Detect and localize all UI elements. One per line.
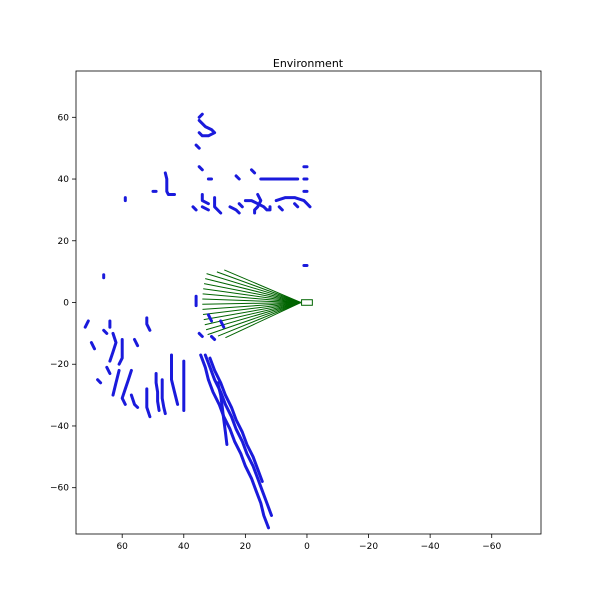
plot-frame (75, 70, 542, 535)
obstacle-cluster (145, 316, 152, 332)
x-tick-label: 20 (240, 542, 252, 552)
obstacle-cluster (89, 341, 96, 351)
obstacle-cluster (120, 368, 133, 406)
plot-data (83, 112, 313, 530)
obstacle-cluster (219, 319, 226, 329)
x-axis: 60 40 20 0 −20 −40 −60 (116, 534, 501, 552)
y-axis: 60 40 20 0 −20 −40 −60 (50, 113, 76, 494)
obstacle-cluster (160, 378, 167, 416)
sensor-ray (202, 302, 301, 305)
obstacle-cluster (163, 171, 176, 196)
obstacle-cluster (277, 205, 284, 212)
obstacle-cluster (145, 387, 152, 419)
obstacle-cluster (83, 319, 90, 329)
obstacle-cluster (203, 353, 273, 517)
obstacle-cluster (293, 202, 300, 209)
sensor-ray (216, 271, 301, 303)
sensor-ray (203, 288, 301, 303)
obstacle-cluster (133, 338, 140, 348)
obstacle-cluster (210, 335, 217, 341)
sensor-ray (202, 293, 301, 303)
obstacle-cluster (197, 165, 204, 172)
y-tick-label: 0 (63, 299, 69, 309)
sensor-ray (224, 269, 301, 303)
sensor-ray (202, 302, 301, 316)
x-tick-label: −40 (421, 542, 440, 552)
obstacle-cluster (200, 193, 210, 206)
sensor-ray (217, 302, 301, 337)
obstacle-cluster (170, 353, 180, 406)
sensor-ray (205, 278, 301, 303)
chart-title: Environment (273, 57, 344, 70)
x-tick-label: 40 (178, 542, 190, 552)
y-tick-label: 60 (58, 113, 70, 123)
obstacle-cluster (191, 205, 198, 212)
sensor-ray (207, 302, 301, 336)
obstacle-cluster (253, 193, 263, 215)
obstacle-cluster (206, 313, 213, 323)
x-tick-label: 0 (304, 542, 310, 552)
obstacle-cluster (250, 168, 257, 175)
obstacle-cluster (234, 174, 241, 181)
y-tick-label: −40 (50, 422, 69, 432)
obstacle-cluster (243, 199, 272, 212)
sensor-rays (202, 269, 302, 339)
obstacle-cluster (154, 372, 161, 412)
x-tick-label: −20 (359, 542, 378, 552)
obstacle-cluster (108, 331, 118, 363)
obstacle-cluster (228, 205, 241, 215)
sensor-ray (225, 302, 302, 339)
obstacle-cluster (200, 205, 210, 212)
sensor-ray (203, 283, 301, 303)
obstacle-cluster (274, 196, 312, 209)
sensor-ray (205, 302, 301, 331)
obstacle-cluster (96, 378, 103, 385)
obstacle-cluster (199, 353, 270, 530)
obstacles (83, 112, 312, 530)
obstacle-cluster (117, 338, 124, 366)
vehicle (301, 299, 313, 306)
sensor-ray (202, 302, 301, 310)
sensor-ray (202, 298, 301, 303)
y-tick-label: −20 (50, 360, 69, 370)
obstacle-cluster (197, 118, 217, 138)
y-tick-label: 40 (58, 175, 70, 185)
y-tick-label: 20 (58, 237, 70, 247)
obstacle-cluster (237, 202, 244, 209)
obstacle-cluster (208, 356, 264, 483)
sensor-ray (206, 273, 301, 303)
obstacle-cluster (102, 328, 109, 335)
y-tick-label: −60 (50, 484, 69, 494)
obstacle-cluster (216, 381, 229, 446)
obstacle-cluster (105, 365, 112, 375)
obstacle-cluster (197, 112, 204, 119)
obstacle-cluster (194, 143, 201, 150)
obstacle-cluster (111, 368, 121, 397)
sensor-ray (203, 302, 301, 321)
x-tick-label: 60 (116, 542, 128, 552)
obstacle-cluster (197, 331, 204, 338)
x-tick-label: −60 (482, 542, 501, 552)
obstacle-cluster (129, 393, 140, 409)
obstacle-cluster (213, 196, 223, 215)
